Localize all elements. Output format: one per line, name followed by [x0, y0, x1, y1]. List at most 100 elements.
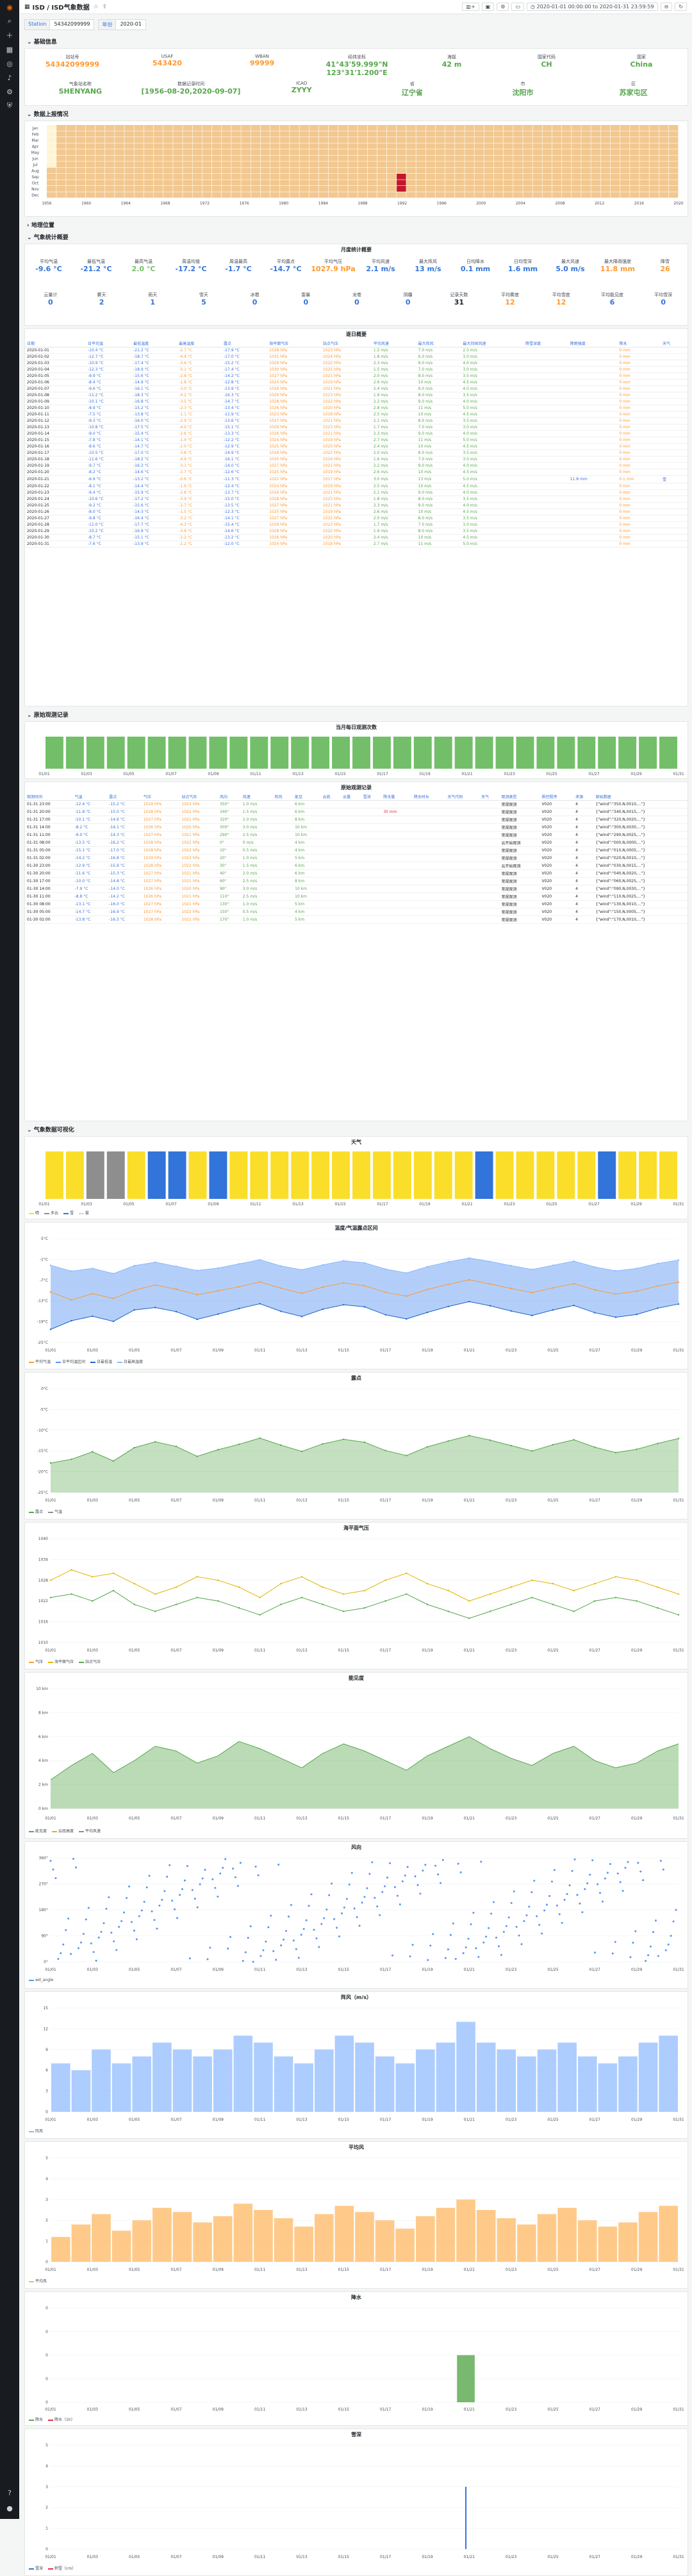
- tv-mode-icon[interactable]: ▭: [511, 3, 525, 11]
- heatmap-cell: [542, 125, 552, 131]
- wind-dir-point: [389, 1862, 391, 1864]
- column-header[interactable]: 天气: [479, 793, 500, 801]
- dashboards-icon[interactable]: ▦: [6, 45, 13, 54]
- add-panel-icon[interactable]: ▥+: [462, 3, 479, 11]
- column-header[interactable]: 平均风速: [371, 340, 416, 347]
- legend-item[interactable]: 海平面气压: [48, 1659, 74, 1664]
- heatmap-cell: [465, 162, 474, 167]
- column-header[interactable]: 天气: [661, 340, 688, 347]
- column-header[interactable]: 露点: [107, 793, 142, 801]
- zoom-out-icon[interactable]: ⊖: [660, 3, 673, 11]
- legend-item[interactable]: 气温: [48, 1509, 62, 1514]
- column-header[interactable]: 气温: [72, 793, 108, 801]
- star-icon[interactable]: ☆: [93, 3, 99, 10]
- gear-icon[interactable]: ⚙: [6, 87, 13, 96]
- row-coverage-header[interactable]: ⌄ 数据上报情况: [27, 112, 69, 118]
- column-header[interactable]: 质控程序: [540, 793, 574, 801]
- column-header[interactable]: 最高温度: [177, 340, 222, 347]
- column-header[interactable]: 降雪深度: [523, 340, 568, 347]
- table-cell: 1019 hPa: [320, 508, 372, 515]
- legend-item[interactable]: 积雪（cm）: [48, 2565, 76, 2571]
- column-header[interactable]: 降水: [617, 340, 661, 347]
- column-header[interactable]: 观测类型: [499, 793, 540, 801]
- table-cell: [361, 862, 382, 870]
- legend-item[interactable]: 雪: [63, 1210, 74, 1216]
- column-header[interactable]: 风向: [217, 793, 241, 801]
- legend-item[interactable]: 日最低温: [90, 1359, 112, 1364]
- heatmap-cell: [348, 149, 358, 155]
- avatar[interactable]: ●: [6, 2504, 13, 2513]
- column-header[interactable]: 海平面气压: [267, 340, 321, 347]
- plus-icon[interactable]: ＋: [6, 31, 13, 40]
- legend-item[interactable]: 多云: [44, 1210, 58, 1216]
- column-header[interactable]: 云底: [320, 793, 342, 801]
- heatmap-cell: [435, 125, 445, 131]
- column-header[interactable]: 降雨强度: [568, 340, 618, 347]
- column-header[interactable]: 露点: [222, 340, 268, 347]
- legend-item[interactable]: 站点气压: [79, 1659, 101, 1664]
- row-raw-header[interactable]: ⌄ 原始观测记录: [27, 712, 69, 719]
- y-tick-label: 2: [45, 2218, 48, 2223]
- compass-icon[interactable]: ◎: [6, 59, 13, 68]
- bell-icon[interactable]: ♪: [7, 73, 12, 82]
- column-header[interactable]: 风速: [240, 793, 273, 801]
- share-icon[interactable]: ⇪: [102, 3, 108, 10]
- legend-item[interactable]: wd_angle: [29, 1978, 53, 1982]
- wind-dir-point: [642, 1879, 645, 1882]
- legend-item[interactable]: 晴: [29, 1210, 39, 1216]
- legend-item[interactable]: 平均风: [29, 2278, 47, 2284]
- row-map-header[interactable]: › 地理位置: [27, 222, 54, 229]
- column-header[interactable]: 站点气压: [179, 793, 218, 801]
- save-icon[interactable]: ▣: [481, 3, 495, 11]
- legend-item[interactable]: 平均气温: [29, 1359, 51, 1364]
- var-year[interactable]: 年份 2020-01: [98, 19, 146, 30]
- shield-icon[interactable]: ⛨: [6, 101, 13, 110]
- time-range-picker[interactable]: ◷ 2020-01-01 00:00:00 to 2020-01-31 23:5…: [527, 3, 658, 11]
- column-header[interactable]: 原始数据: [593, 793, 688, 801]
- legend-item[interactable]: 阵风: [29, 2128, 43, 2134]
- column-header[interactable]: 降水时长: [411, 793, 446, 801]
- column-header[interactable]: 天气代码: [445, 793, 479, 801]
- column-header[interactable]: 雪深: [361, 793, 382, 801]
- legend-item[interactable]: 日最高温度: [117, 1359, 143, 1364]
- data-point: [92, 1451, 94, 1453]
- heatmap-cell: [66, 155, 76, 162]
- legend-item[interactable]: 降水: [29, 2416, 43, 2422]
- column-header[interactable]: 阵风: [272, 793, 293, 801]
- column-header[interactable]: 降水量: [381, 793, 412, 801]
- legend-item[interactable]: 日平均温区间: [56, 1359, 85, 1364]
- var-station[interactable]: Station 54342099999: [24, 19, 95, 30]
- row-summary-header[interactable]: ⌄ 气象统计概要: [27, 235, 69, 241]
- column-header[interactable]: 能见: [293, 793, 321, 801]
- column-header[interactable]: 日期: [25, 340, 86, 347]
- row-trend-header[interactable]: ⌄ 气象数据可视化: [27, 1127, 74, 1133]
- column-header[interactable]: 来源: [573, 793, 594, 801]
- legend-item[interactable]: 云底高度: [52, 1828, 74, 1834]
- search-icon[interactable]: ⌕: [7, 17, 12, 25]
- settings-icon[interactable]: ⚙: [497, 3, 509, 11]
- help-icon[interactable]: ?: [8, 2488, 12, 2497]
- row-basic-header[interactable]: ⌄ 基础信息: [27, 39, 57, 46]
- wind-dir-point: [133, 1929, 135, 1932]
- legend-item[interactable]: 露点: [29, 1509, 43, 1514]
- refresh-icon[interactable]: ↻: [675, 3, 687, 11]
- table-cell: 2.6 m/s: [371, 379, 416, 386]
- legend-item[interactable]: 能见度: [29, 1828, 47, 1834]
- legend-item[interactable]: 雾: [79, 1210, 89, 1216]
- column-header[interactable]: 日平均温: [85, 340, 132, 347]
- legend-item[interactable]: 雪深: [29, 2565, 43, 2571]
- legend-item[interactable]: 气压: [29, 1659, 43, 1664]
- dashboard-title[interactable]: ISD / ISD气象数据: [32, 4, 90, 12]
- legend-item[interactable]: 降水（1h）: [48, 2416, 75, 2422]
- column-header[interactable]: 最低温度: [131, 340, 177, 347]
- column-header[interactable]: 气压: [141, 793, 180, 801]
- legend-item[interactable]: 平均风速: [79, 1828, 101, 1834]
- column-header[interactable]: 站点气压: [320, 340, 372, 347]
- column-header[interactable]: 最大持续风速: [461, 340, 523, 347]
- grafana-logo-icon[interactable]: ◉: [6, 3, 13, 12]
- column-header[interactable]: 观测时间: [25, 793, 73, 801]
- heatmap-cell: [561, 137, 572, 143]
- column-header[interactable]: 最大阵风: [416, 340, 461, 347]
- wind-dir-point: [75, 1866, 78, 1869]
- column-header[interactable]: 云量: [341, 793, 361, 801]
